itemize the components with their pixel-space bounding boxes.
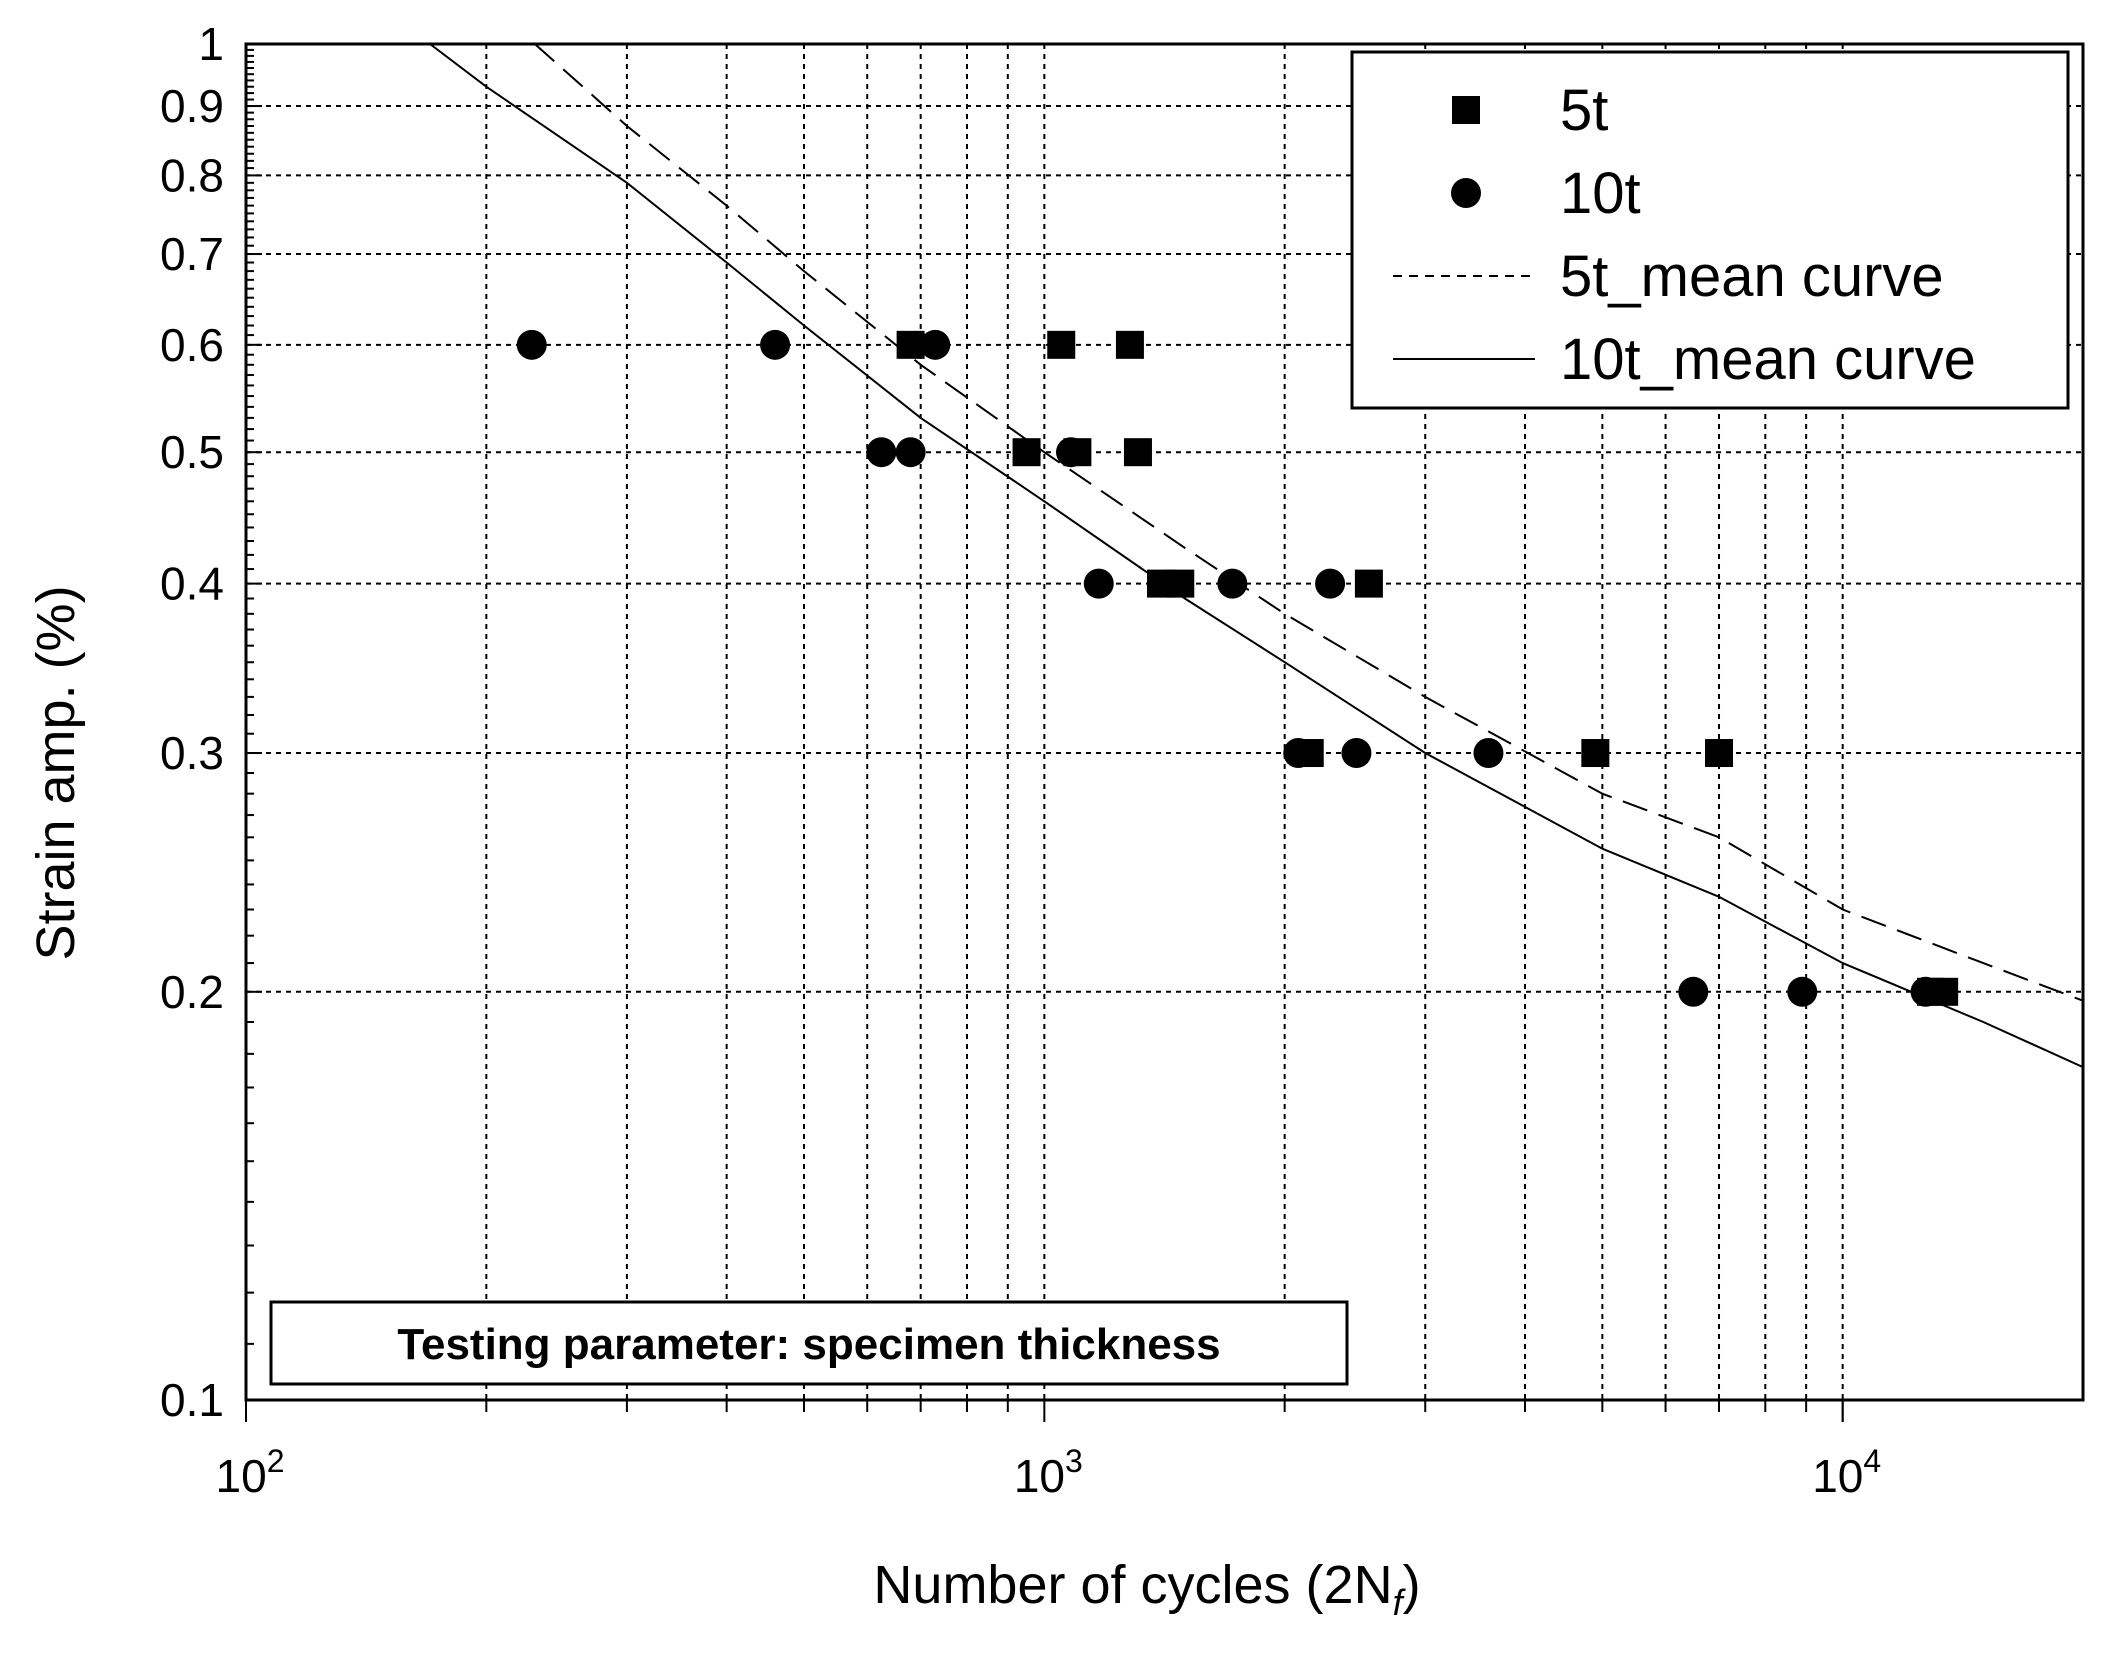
point-5t	[1354, 569, 1383, 598]
x-axis-title-close: )	[1403, 1555, 1421, 1615]
point-5t	[896, 330, 925, 359]
point-5t	[1115, 330, 1144, 359]
x-tick-label: 103	[1014, 1443, 1083, 1502]
annotation: Testing parameter: specimen thickness	[269, 1300, 1349, 1386]
legend-marker-5t	[1452, 96, 1480, 124]
point-10t	[1787, 976, 1818, 1007]
y-tick-label: 0.6	[160, 319, 224, 371]
y-tick-label: 0.7	[160, 228, 224, 280]
point-10t	[1473, 738, 1504, 769]
y-tick-label: 0.8	[160, 149, 224, 201]
curve-10t-mean	[429, 43, 2084, 1069]
y-axis-title: Strain amp. (%)	[26, 585, 86, 960]
legend-label-10t: 10t	[1560, 161, 1641, 226]
point-10t	[1083, 568, 1114, 599]
point-10t	[1341, 738, 1372, 769]
point-5t	[1047, 330, 1076, 359]
point-10t	[1678, 976, 1709, 1007]
legend: 5t 10t 5t_mean curve 10t_mean curve	[1350, 50, 2070, 410]
point-10t	[1056, 437, 1087, 468]
x-axis-title: Number of cycles (2Nf)	[873, 1555, 1420, 1623]
annotation-text: Testing parameter: specimen thickness	[397, 1320, 1220, 1369]
y-tick-label: 0.1	[160, 1374, 224, 1426]
plot-frame	[244, 42, 2085, 1402]
y-tick-label: 0.3	[160, 727, 224, 779]
point-5t	[1705, 739, 1734, 768]
legend-label-5t-mean: 5t_mean curve	[1560, 244, 1944, 309]
point-10t	[895, 437, 926, 468]
x-axis-title-main: Number of cycles (2N	[873, 1555, 1392, 1615]
y-tick-label: 1	[198, 18, 224, 70]
point-5t	[1123, 438, 1152, 467]
y-tick-label: 0.5	[160, 426, 224, 478]
point-10t	[1283, 738, 1314, 769]
point-10t	[866, 437, 897, 468]
point-10t	[920, 329, 951, 360]
x-tick-label: 102	[216, 1443, 285, 1502]
point-5t	[1012, 438, 1041, 467]
y-tick-label: 0.4	[160, 558, 224, 610]
y-tick-label: 0.9	[160, 80, 224, 132]
point-5t	[1166, 569, 1195, 598]
legend-label-10t-mean: 10t_mean curve	[1560, 327, 1976, 392]
data-markers	[516, 329, 1959, 1007]
point-5t	[1581, 739, 1610, 768]
point-10t	[1315, 568, 1346, 599]
legend-marker-10t	[1451, 178, 1481, 208]
x-tick-label: 104	[1812, 1443, 1881, 1502]
y-tick-label: 0.2	[160, 966, 224, 1018]
point-10t	[1217, 568, 1248, 599]
annotation-box	[269, 1300, 1349, 1386]
point-10t	[516, 329, 547, 360]
point-10t	[760, 329, 791, 360]
legend-label-5t: 5t	[1560, 78, 1608, 143]
axis-ticks: 0.1 0.2 0.3 0.4 0.5 0.6 0.7 0.8 0.9 1 102 103 104	[160, 18, 1881, 1502]
point-10t	[1910, 976, 1941, 1007]
